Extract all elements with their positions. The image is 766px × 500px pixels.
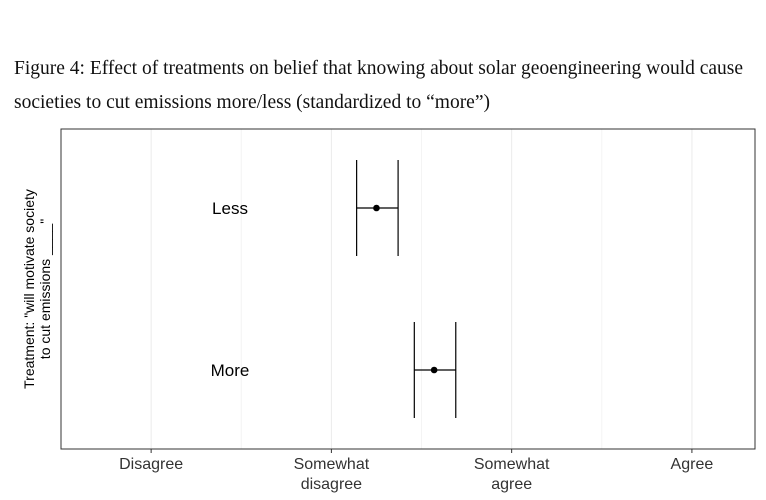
minor-gridlines	[240, 129, 603, 449]
category-label-less: Less	[212, 199, 248, 218]
x-tick-label: Agree	[671, 456, 714, 473]
x-tick-label: Somewhat agree	[474, 456, 550, 493]
x-axis-tick-labels: Disagree Somewhat disagree Somewhat agree Agr…	[119, 456, 713, 493]
x-tick-label: Somewhat disagree	[294, 456, 370, 493]
point-more	[430, 366, 438, 374]
plot-panel	[60, 128, 756, 450]
y-axis-label: Treatment: "will motivate societyto cut …	[21, 189, 53, 389]
figure-caption: Figure 4: Effect of treatments on belief…	[14, 52, 754, 120]
caption-line-2: societies to cut emissions more/less (st…	[14, 92, 490, 113]
point-estimates	[373, 204, 438, 374]
major-gridlines	[150, 129, 693, 449]
caption-line-1: Figure 4: Effect of treatments on belief…	[14, 58, 744, 79]
point-less	[373, 204, 380, 212]
x-axis-ticks	[150, 449, 693, 453]
x-tick-label: Disagree	[119, 456, 183, 473]
error-bars	[356, 160, 457, 418]
category-labels: Less More	[211, 199, 250, 380]
category-label-more: More	[211, 361, 250, 380]
